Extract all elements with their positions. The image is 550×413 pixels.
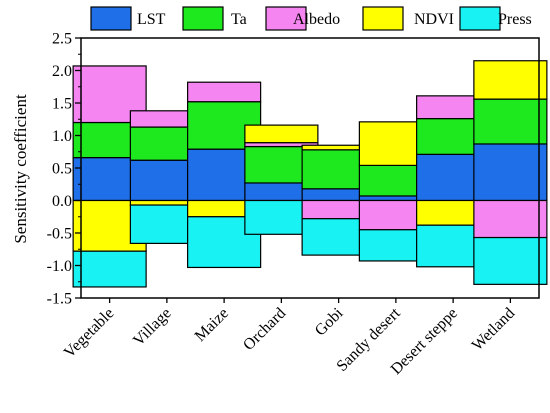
legend: LST Ta Albedo NDVI Press	[90, 6, 532, 31]
x-tick-label: Vegetable	[61, 305, 118, 362]
bar-ndvi-3	[244, 124, 319, 144]
bar-ndvi-7	[473, 60, 548, 100]
legend-label-press: Press	[498, 11, 532, 28]
legend-swatch-lst	[90, 6, 132, 31]
y-tick-label: 0.0	[52, 193, 72, 210]
x-tick-label: Village	[130, 305, 175, 350]
x-tick-label: Maize	[192, 305, 232, 345]
y-tick-label: 1.5	[52, 96, 72, 113]
legend-swatch-press	[459, 6, 501, 31]
legend-swatch-ta	[182, 6, 224, 31]
legend-swatch-albedo	[265, 6, 307, 31]
x-tick-label: Wetland	[469, 305, 518, 354]
bar-press-2	[187, 216, 262, 269]
bar-albedo-2	[187, 81, 262, 103]
legend-label-albedo: Albedo	[293, 11, 340, 28]
x-tick-label: Gobi	[312, 304, 347, 339]
bars-group	[72, 60, 548, 288]
bar-ta-7	[473, 98, 548, 145]
y-tick-label: 0.5	[52, 161, 72, 178]
bar-lst-7	[473, 143, 548, 202]
x-tick-label: Orchard	[240, 305, 289, 354]
bar-press-7	[473, 236, 548, 285]
legend-label-ta: Ta	[231, 11, 247, 28]
bar-albedo-7	[473, 199, 548, 239]
y-axis-label: Sensitivity coefficient	[11, 94, 30, 244]
y-tick-label: 2.5	[52, 31, 72, 48]
legend-swatch-ndvi	[362, 6, 404, 31]
legend-label-lst: LST	[137, 11, 166, 28]
y-tick-label: -1.5	[47, 291, 72, 308]
bar-press-0	[72, 250, 147, 288]
y-tick-label: -0.5	[47, 226, 72, 243]
y-tick-label: 2.0	[52, 63, 72, 80]
y-tick-label: 1.0	[52, 128, 72, 145]
y-tick-label: -1.0	[47, 258, 72, 275]
legend-label-ndvi: NDVI	[414, 11, 454, 28]
